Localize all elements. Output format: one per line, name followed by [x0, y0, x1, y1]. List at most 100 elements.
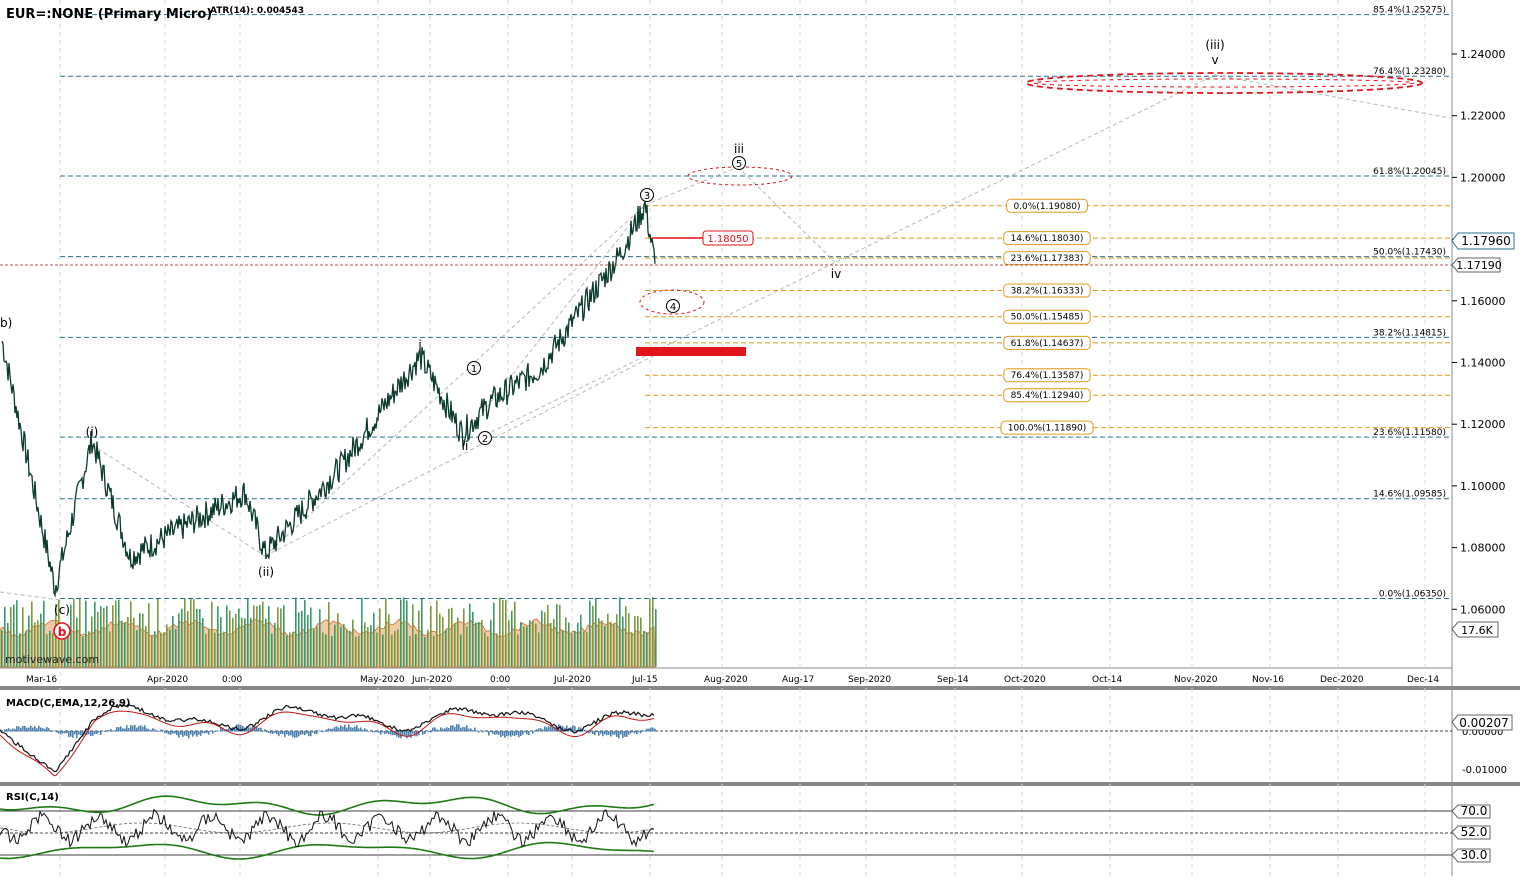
volume-bar — [649, 598, 651, 667]
macd-bar — [162, 729, 164, 732]
volume-bar — [16, 600, 18, 667]
volume-bar — [643, 631, 645, 667]
macd-bar — [420, 731, 422, 732]
macd-bar — [428, 731, 430, 733]
macd-bar — [138, 725, 140, 732]
price-tick-9: 1.06000 — [1460, 603, 1506, 616]
volume-bar — [283, 605, 285, 667]
volume-bar — [37, 620, 39, 667]
volume-bar — [589, 600, 591, 667]
macd-bar — [372, 731, 374, 733]
support-zone-box[interactable] — [636, 347, 746, 356]
orange-fib-label-4: 50.0%(1.15485) — [1011, 313, 1084, 323]
volume-bar — [574, 630, 576, 667]
macd-histogram — [0, 724, 656, 739]
volume-bar — [103, 607, 105, 667]
macd-bar — [202, 731, 204, 734]
volume-bar — [358, 635, 360, 667]
volume-bar — [586, 632, 588, 667]
macd-bar — [136, 727, 138, 732]
volume-bar — [226, 605, 228, 667]
macd-bar — [608, 731, 610, 735]
macd-bar — [630, 731, 632, 734]
macd-bar — [312, 731, 314, 733]
target-zone-iii-ellipse[interactable] — [1025, 72, 1423, 94]
volume-bar — [436, 600, 438, 667]
volume-bar — [172, 615, 174, 667]
macd-panel[interactable]: MACD(C,EMA,12,26,9) 0.00000 -0.01000 0.0… — [0, 698, 1513, 777]
macd-bar — [408, 731, 410, 737]
price-series-line[interactable] — [1, 201, 656, 598]
macd-bar — [60, 731, 62, 735]
macd-bar — [270, 731, 272, 734]
volume-bar — [544, 612, 546, 667]
rsi-panel[interactable]: RSI(C,14) 70.0 52.0 30.0 — [0, 792, 1491, 863]
volume-bar — [478, 622, 480, 667]
price-axis-ticks[interactable]: 1.240001.220001.200001.180001.160001.140… — [1452, 48, 1506, 616]
target-zone-5-ellipse[interactable] — [687, 166, 793, 186]
macd-bar — [540, 728, 542, 732]
macd-bar — [282, 731, 284, 735]
macd-bar — [440, 727, 442, 732]
volume-bar — [124, 622, 126, 667]
volume-bar — [139, 613, 141, 667]
volume-bar — [241, 617, 243, 667]
macd-bar — [224, 729, 226, 732]
red-price-box[interactable] — [702, 230, 754, 246]
macd-bar — [468, 728, 470, 732]
date-axis-labels[interactable]: Mar-16 Apr-2020 0:00 May-2020 Jun-2020 0:00 Ju… — [26, 675, 1439, 685]
macd-bar — [334, 726, 336, 732]
macd-bar — [314, 731, 316, 735]
macd-bar — [116, 726, 118, 732]
date-label-0: Mar-16 — [26, 675, 57, 685]
volume-bar — [499, 597, 501, 667]
macd-bar — [310, 731, 312, 737]
macd-bar — [76, 731, 78, 739]
volume-bar — [316, 626, 318, 667]
rsi-divider[interactable] — [0, 782, 1520, 786]
macd-bar — [146, 728, 148, 732]
volume-bar — [631, 632, 633, 667]
projection-line-a — [0, 591, 61, 601]
wave-labels: b) (i) (ii) (iii) v i ii iii iv 1 2 3 4 … — [0, 38, 1225, 640]
macd-bar — [364, 728, 366, 732]
macd-bar — [502, 731, 504, 736]
macd-bar — [582, 729, 584, 732]
chart-title: EUR=:NONE (Primary Micro) — [6, 7, 212, 22]
volume-bar — [511, 610, 513, 667]
volume-bar — [373, 612, 375, 667]
macd-bar — [604, 731, 606, 735]
target-zone-4-ellipse[interactable] — [639, 289, 705, 315]
volume-bar — [292, 632, 294, 667]
macd-bar — [418, 731, 420, 736]
wave-5-circle — [732, 156, 746, 170]
macd-bar — [330, 728, 332, 732]
macd-bar — [586, 730, 588, 732]
volume-bar — [475, 622, 477, 667]
macd-bar — [212, 731, 214, 734]
macd-bar — [160, 729, 162, 732]
macd-bar — [442, 728, 444, 732]
macd-bar — [82, 731, 84, 737]
macd-bar — [476, 730, 478, 732]
volume-bar — [610, 621, 612, 667]
secondary-price-tag — [1451, 257, 1501, 273]
macd-bar — [654, 728, 656, 732]
volume-bar — [163, 632, 165, 667]
volume-bar — [319, 609, 321, 667]
volume-bar — [313, 629, 315, 667]
macd-bar — [522, 731, 524, 735]
macd-bar — [316, 731, 318, 735]
macd-bar — [22, 725, 24, 732]
volume-bar — [214, 632, 216, 667]
volume-bar — [601, 620, 603, 667]
macd-bar — [448, 728, 450, 732]
volume-bar — [583, 631, 585, 667]
macd-bar — [298, 731, 300, 737]
volume-bar — [190, 597, 192, 667]
volume-bar — [181, 608, 183, 667]
macd-divider[interactable] — [0, 686, 1520, 690]
price-panel[interactable] — [0, 0, 1452, 668]
macd-bar — [358, 728, 360, 732]
